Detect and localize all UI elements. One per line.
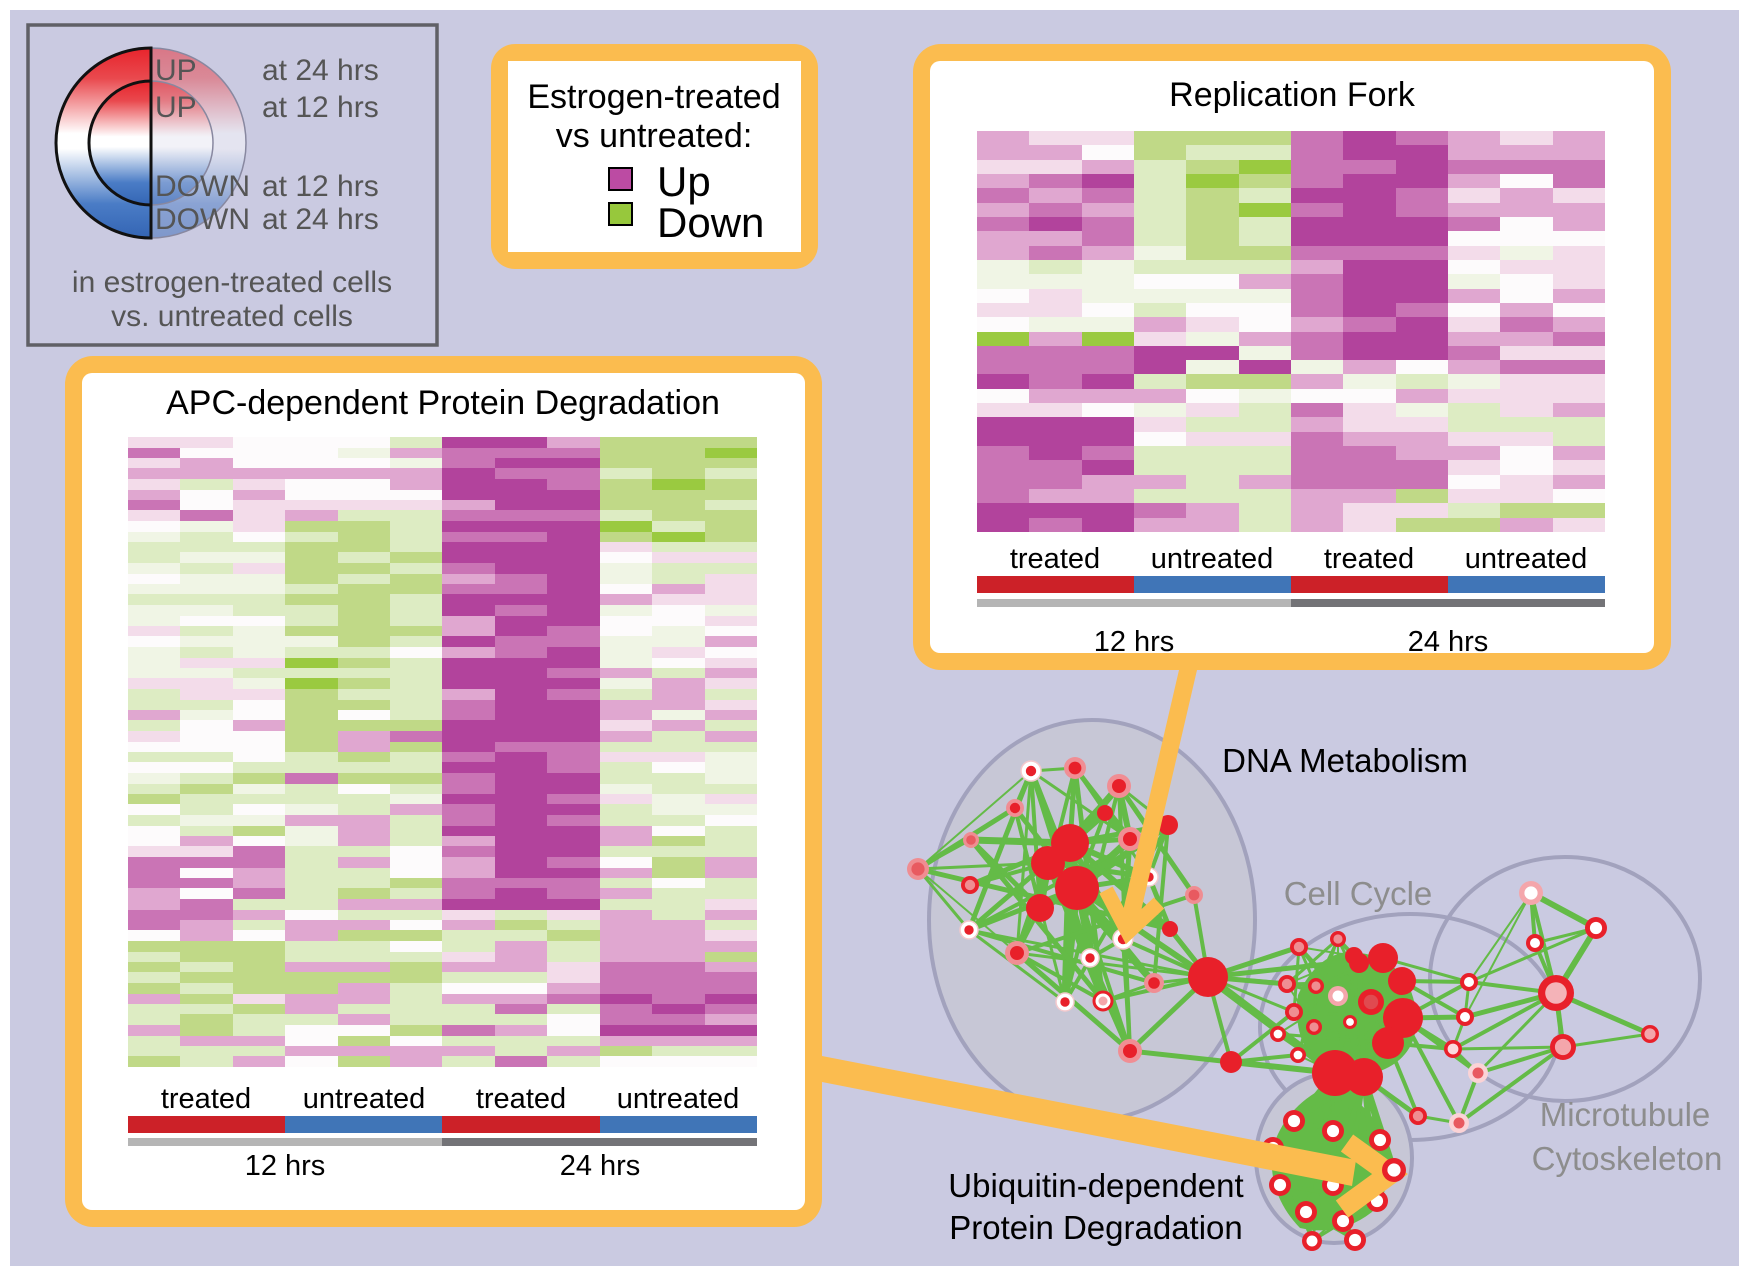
svg-text:vs untreated:: vs untreated:	[556, 117, 753, 155]
svg-text:24 hrs: 24 hrs	[1408, 626, 1489, 658]
svg-text:untreated: untreated	[617, 1083, 740, 1115]
svg-text:UP: UP	[155, 54, 197, 87]
svg-text:treated: treated	[161, 1083, 251, 1115]
svg-text:APC-dependent Protein Degradat: APC-dependent Protein Degradation	[166, 384, 720, 422]
svg-text:Down: Down	[657, 199, 764, 246]
svg-text:at 24 hrs: at 24 hrs	[262, 54, 379, 87]
svg-text:Estrogen-treated: Estrogen-treated	[527, 78, 780, 116]
svg-text:Ubiquitin-dependent: Ubiquitin-dependent	[948, 1167, 1243, 1204]
svg-text:at 12 hrs: at 12 hrs	[262, 91, 379, 124]
svg-text:DNA Metabolism: DNA Metabolism	[1222, 742, 1468, 779]
svg-text:at 12 hrs: at 12 hrs	[262, 170, 379, 203]
svg-text:at 24 hrs: at 24 hrs	[262, 203, 379, 236]
svg-text:treated: treated	[476, 1083, 566, 1115]
svg-text:24 hrs: 24 hrs	[560, 1150, 641, 1182]
svg-text:12 hrs: 12 hrs	[245, 1150, 326, 1182]
svg-text:untreated: untreated	[303, 1083, 426, 1115]
svg-text:untreated: untreated	[1151, 543, 1274, 575]
svg-text:Cytoskeleton: Cytoskeleton	[1532, 1140, 1723, 1177]
svg-text:vs. untreated cells: vs. untreated cells	[111, 300, 353, 333]
svg-text:treated: treated	[1324, 543, 1414, 575]
svg-text:treated: treated	[1010, 543, 1100, 575]
svg-text:Protein Degradation: Protein Degradation	[949, 1209, 1243, 1246]
svg-text:UP: UP	[155, 91, 197, 124]
svg-text:DOWN: DOWN	[155, 203, 250, 236]
svg-text:12 hrs: 12 hrs	[1094, 626, 1175, 658]
svg-text:Up: Up	[657, 158, 711, 205]
svg-text:Replication Fork: Replication Fork	[1169, 76, 1416, 114]
svg-text:DOWN: DOWN	[155, 170, 250, 203]
svg-text:in estrogen-treated cells: in estrogen-treated cells	[72, 266, 392, 299]
svg-text:untreated: untreated	[1465, 543, 1588, 575]
svg-text:Cell Cycle: Cell Cycle	[1284, 875, 1433, 912]
svg-text:Microtubule: Microtubule	[1540, 1096, 1711, 1133]
